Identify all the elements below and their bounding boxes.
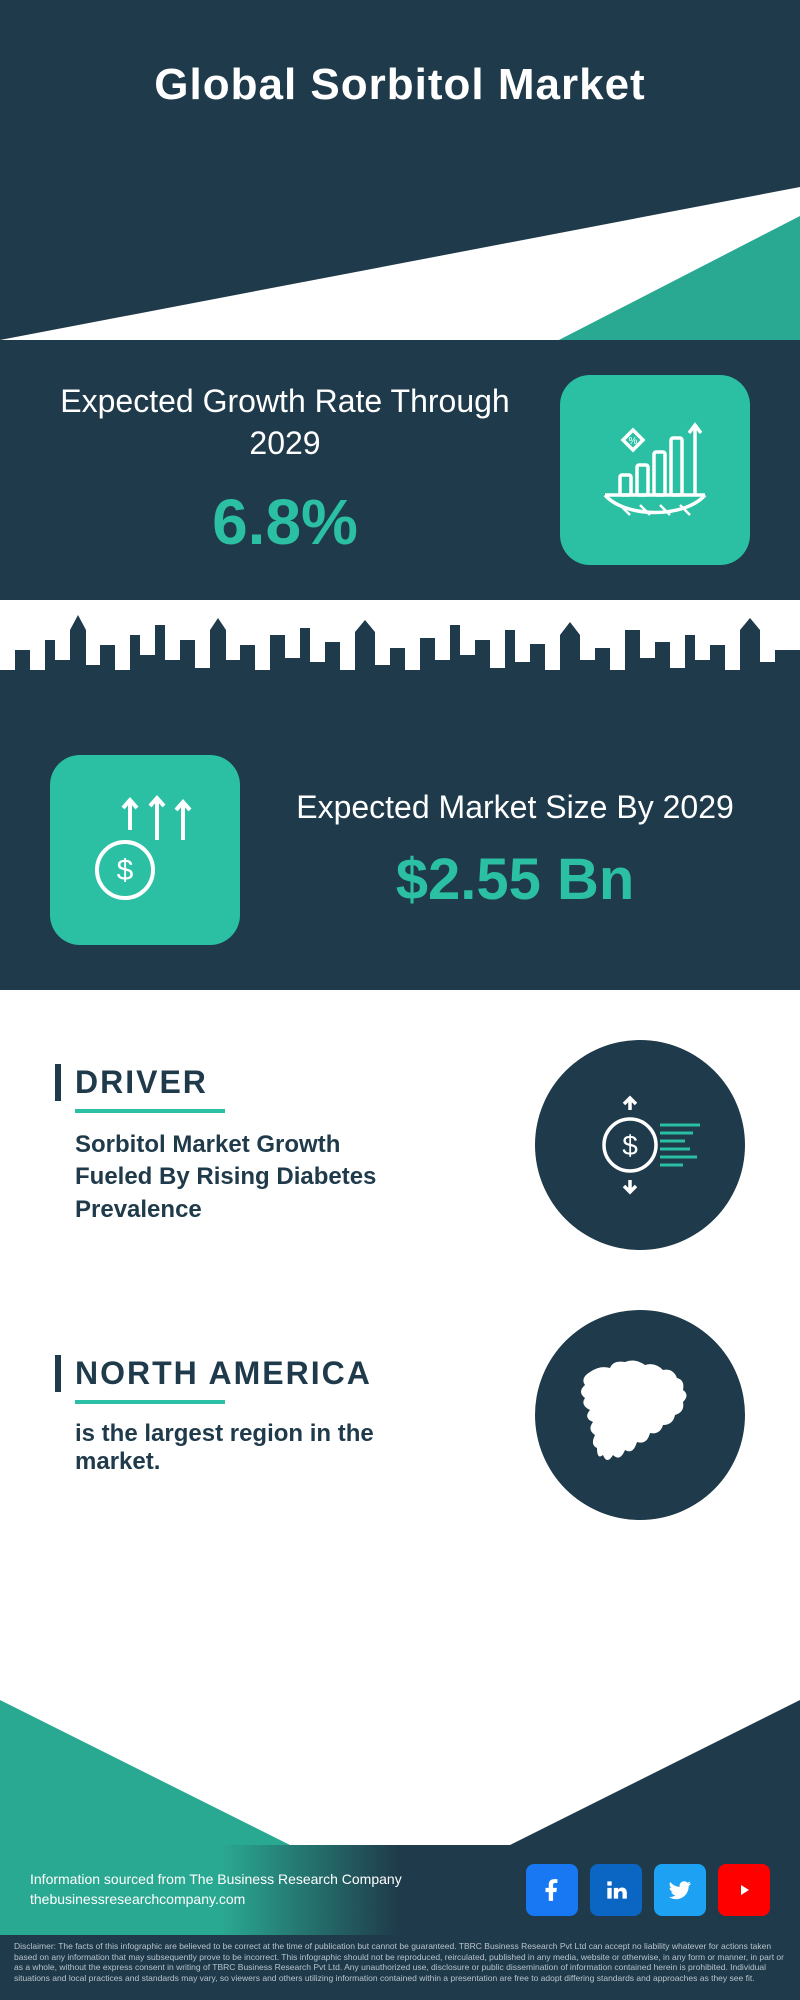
svg-text:$: $	[117, 854, 134, 887]
source-line2: thebusinessresearchcompany.com	[30, 1890, 506, 1910]
driver-icon: $	[535, 1040, 745, 1250]
market-band: $ Expected Market Size By 2029 $2.55 Bn	[0, 710, 800, 990]
market-label: Expected Market Size By 2029	[280, 787, 750, 829]
page-title: Global Sorbitol Market	[0, 60, 800, 110]
info-section: DRIVER Sorbitol Market Growth Fueled By …	[0, 990, 800, 1610]
region-row: NORTH AMERICA is the largest region in t…	[55, 1310, 745, 1520]
source-line1: Information sourced from The Business Re…	[30, 1870, 506, 1890]
social-links	[526, 1864, 770, 1916]
growth-chart-icon: %	[560, 375, 750, 565]
youtube-icon[interactable]	[718, 1864, 770, 1916]
region-text: NORTH AMERICA is the largest region in t…	[55, 1355, 495, 1476]
footer-bar: Information sourced from The Business Re…	[0, 1845, 800, 1935]
header: Global Sorbitol Market	[0, 0, 800, 340]
driver-heading: DRIVER	[55, 1064, 495, 1101]
source-attribution: Information sourced from The Business Re…	[30, 1870, 506, 1909]
driver-text: DRIVER Sorbitol Market Growth Fueled By …	[55, 1064, 495, 1226]
region-underline	[75, 1400, 225, 1404]
region-body: is the largest region in the market.	[55, 1420, 415, 1476]
market-text-block: Expected Market Size By 2029 $2.55 Bn	[280, 787, 750, 914]
facebook-icon[interactable]	[526, 1864, 578, 1916]
linkedin-icon[interactable]	[590, 1864, 642, 1916]
driver-body: Sorbitol Market Growth Fueled By Rising …	[55, 1129, 415, 1226]
svg-text:$: $	[622, 1130, 638, 1161]
growth-value: 6.8%	[50, 485, 520, 559]
growth-text-block: Expected Growth Rate Through 2029 6.8%	[50, 381, 520, 558]
market-value: $2.55 Bn	[280, 846, 750, 913]
market-size-icon: $	[50, 755, 240, 945]
twitter-icon[interactable]	[654, 1864, 706, 1916]
driver-row: DRIVER Sorbitol Market Growth Fueled By …	[55, 1040, 745, 1250]
growth-band: Expected Growth Rate Through 2029 6.8% %	[0, 340, 800, 600]
skyline-divider	[0, 600, 800, 710]
growth-label: Expected Growth Rate Through 2029	[50, 381, 520, 464]
region-globe-icon	[535, 1310, 745, 1520]
region-heading: NORTH AMERICA	[55, 1355, 495, 1392]
disclaimer-text: Disclaimer: The facts of this infographi…	[0, 1935, 800, 2000]
svg-text:%: %	[629, 436, 638, 447]
driver-underline	[75, 1109, 225, 1113]
